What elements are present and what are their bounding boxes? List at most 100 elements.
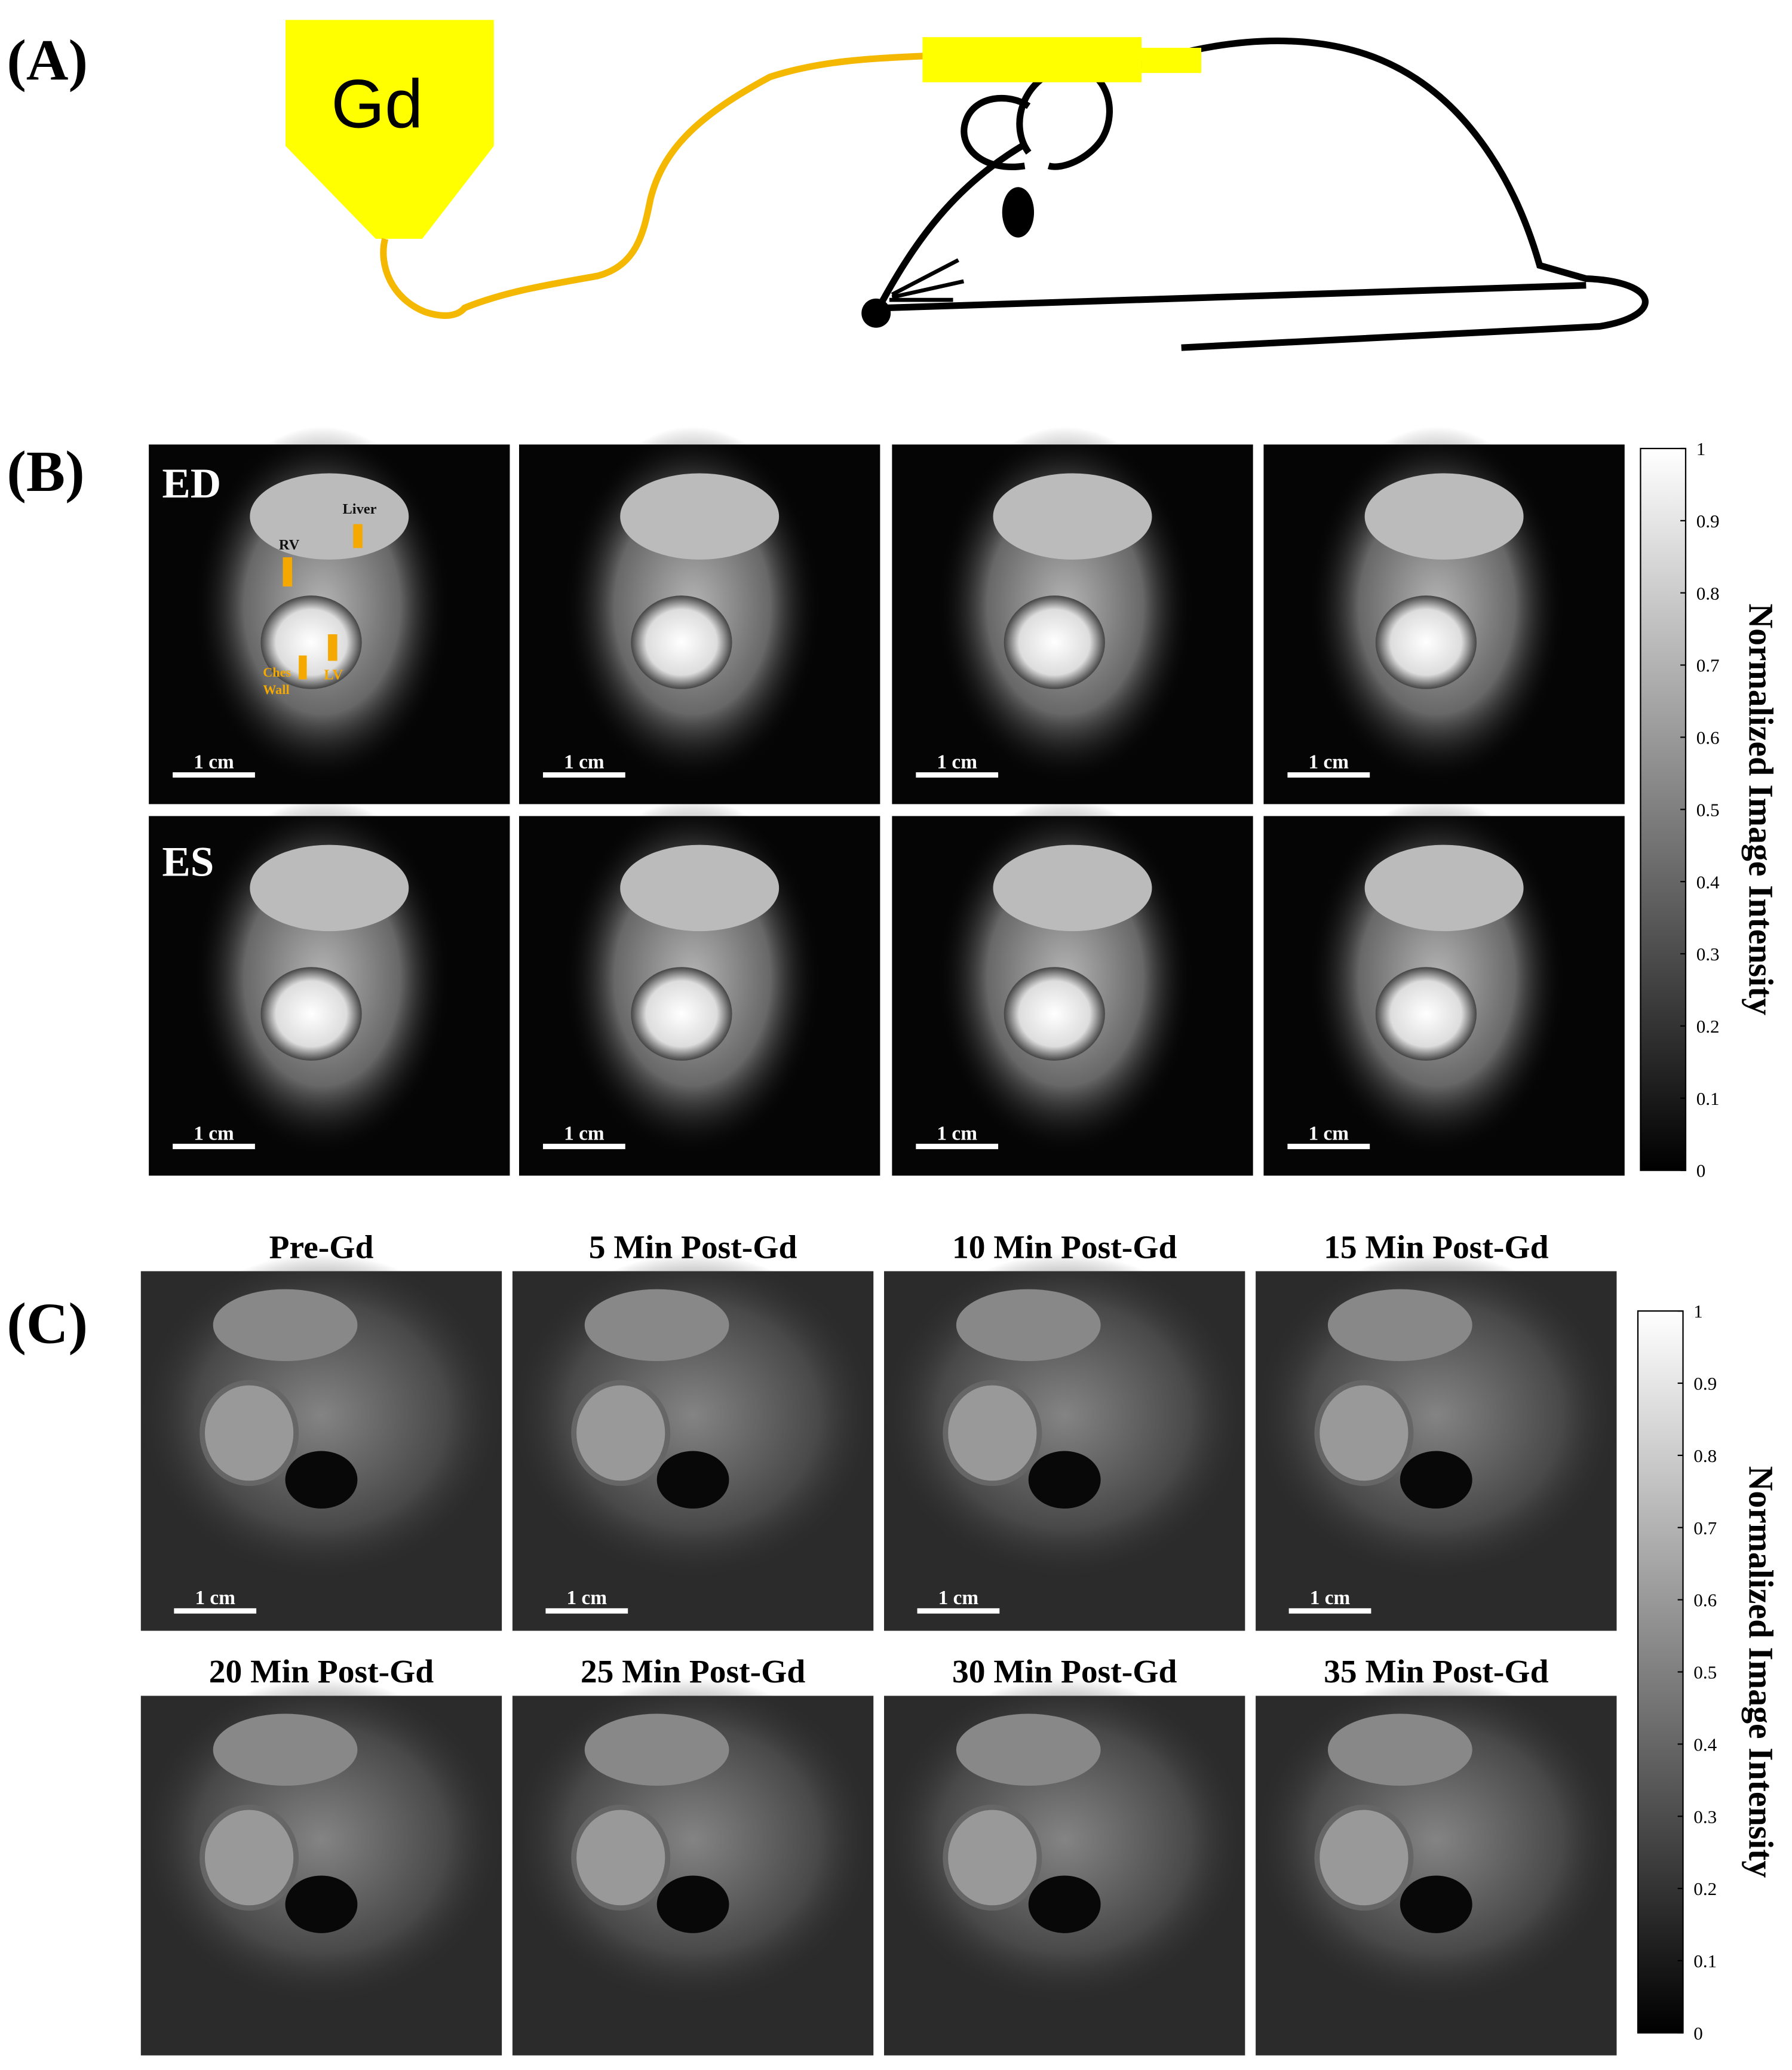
mri-image xyxy=(512,1253,874,1631)
heart xyxy=(200,1804,299,1911)
heart xyxy=(1004,967,1105,1061)
annotation: LV xyxy=(324,667,343,683)
mri-image xyxy=(892,426,1253,804)
shadow xyxy=(656,1451,729,1509)
liver xyxy=(584,1713,729,1786)
shadow xyxy=(656,1875,729,1933)
colorbar-tick-label: 0.9 xyxy=(1696,511,1720,532)
colorbar-tick-label: 0.4 xyxy=(1693,1734,1717,1755)
mri-image xyxy=(519,426,880,804)
liver xyxy=(584,1289,729,1362)
panel-label: (C) xyxy=(7,1291,88,1356)
heart xyxy=(1375,595,1477,689)
liver xyxy=(1327,1713,1472,1786)
liver xyxy=(620,473,780,560)
heart xyxy=(200,1380,299,1487)
scale-bar-label: 1 cm xyxy=(1309,751,1349,773)
mouse-nose xyxy=(861,298,891,328)
heart xyxy=(1314,1804,1414,1911)
mri-image xyxy=(149,426,510,804)
image-title: 15 Min Post-Gd xyxy=(1324,1229,1548,1266)
syringe xyxy=(285,20,494,239)
shadow xyxy=(285,1451,358,1509)
image-title: 35 Min Post-Gd xyxy=(1324,1654,1548,1690)
mri-image xyxy=(519,798,880,1176)
liver xyxy=(213,1713,358,1786)
image-title: 20 Min Post-Gd xyxy=(209,1654,434,1690)
heart xyxy=(260,595,362,689)
heart xyxy=(1375,967,1477,1061)
colorbar-tick-label: 1 xyxy=(1696,438,1706,459)
colorbar-tick-label: 0.8 xyxy=(1693,1445,1717,1466)
liver xyxy=(213,1289,358,1362)
mri-image xyxy=(884,1678,1245,2056)
colorbar-tick-label: 0 xyxy=(1693,2023,1703,2044)
mri-image xyxy=(1263,798,1625,1176)
annotation: Ches xyxy=(263,665,291,680)
syringe-label: Gd xyxy=(331,65,423,142)
liver xyxy=(956,1713,1101,1786)
image-title: 25 Min Post-Gd xyxy=(581,1654,805,1690)
liver xyxy=(1364,844,1524,932)
image-title: 5 Min Post-Gd xyxy=(589,1229,797,1266)
mri-image xyxy=(1263,426,1625,804)
colorbar-tick-label: 0.8 xyxy=(1696,583,1720,604)
liver xyxy=(1327,1289,1472,1362)
colorbar-tick-label: 0.6 xyxy=(1693,1590,1717,1611)
scale-bar-label: 1 cm xyxy=(194,1123,234,1145)
colorbar-label: Normalized Image Intensity xyxy=(1742,603,1779,1015)
heart xyxy=(943,1804,1042,1911)
injector xyxy=(922,37,1142,82)
colorbar-tick-label: 0 xyxy=(1696,1160,1706,1181)
scale-bar-label: 1 cm xyxy=(1310,1587,1351,1609)
row-label: ES xyxy=(162,839,214,885)
row-label: ED xyxy=(162,460,221,507)
shadow xyxy=(1028,1451,1101,1509)
heart xyxy=(1314,1380,1414,1487)
colorbar-tick-label: 1 xyxy=(1693,1301,1703,1322)
colorbar-tick-label: 0.4 xyxy=(1696,871,1720,892)
liver xyxy=(1364,473,1524,560)
arrow xyxy=(283,557,293,587)
colorbar-tick-label: 0.2 xyxy=(1696,1016,1720,1037)
scale-bar-label: 1 cm xyxy=(564,751,605,773)
colorbar-tick-label: 0.7 xyxy=(1693,1518,1717,1538)
mri-image xyxy=(149,798,510,1176)
annotation: Liver xyxy=(343,501,377,517)
mri-image xyxy=(884,1253,1245,1631)
injector-tip xyxy=(1142,47,1202,73)
scale-bar-label: 1 cm xyxy=(194,751,234,773)
mri-image xyxy=(140,1253,502,1631)
colorbar-tick-label: 0.7 xyxy=(1696,655,1720,676)
scale-bar-label: 1 cm xyxy=(937,751,977,773)
tube xyxy=(380,52,929,319)
arrow xyxy=(328,634,337,661)
shadow xyxy=(1400,1451,1472,1509)
liver xyxy=(250,473,409,560)
mri-image xyxy=(1256,1678,1617,2056)
scale-bar-label: 1 cm xyxy=(937,1123,977,1145)
panel-label: (B) xyxy=(7,440,84,504)
liver xyxy=(993,473,1152,560)
colorbar-label: Normalized Image Intensity xyxy=(1742,1466,1779,1878)
colorbar-tick-label: 0.3 xyxy=(1696,944,1720,965)
shadow xyxy=(285,1875,358,1933)
arrow xyxy=(353,524,363,548)
heart xyxy=(943,1380,1042,1487)
scale-bar-label: 1 cm xyxy=(567,1587,607,1609)
scale-bar-label: 1 cm xyxy=(1309,1123,1349,1145)
colorbar-tick-label: 0.9 xyxy=(1693,1373,1717,1394)
colorbar xyxy=(1637,1310,1684,2034)
colorbar xyxy=(1640,447,1687,1171)
scale-bar-label: 1 cm xyxy=(564,1123,605,1145)
annotation: Wall xyxy=(263,682,289,697)
colorbar-tick-label: 0.2 xyxy=(1693,1878,1717,1899)
arrow xyxy=(299,655,307,680)
colorbar-tick-label: 0.6 xyxy=(1696,727,1720,748)
annotation: RV xyxy=(279,537,300,553)
shadow xyxy=(1400,1875,1472,1933)
heart xyxy=(260,967,362,1061)
colorbar-tick-label: 0.5 xyxy=(1696,799,1720,820)
